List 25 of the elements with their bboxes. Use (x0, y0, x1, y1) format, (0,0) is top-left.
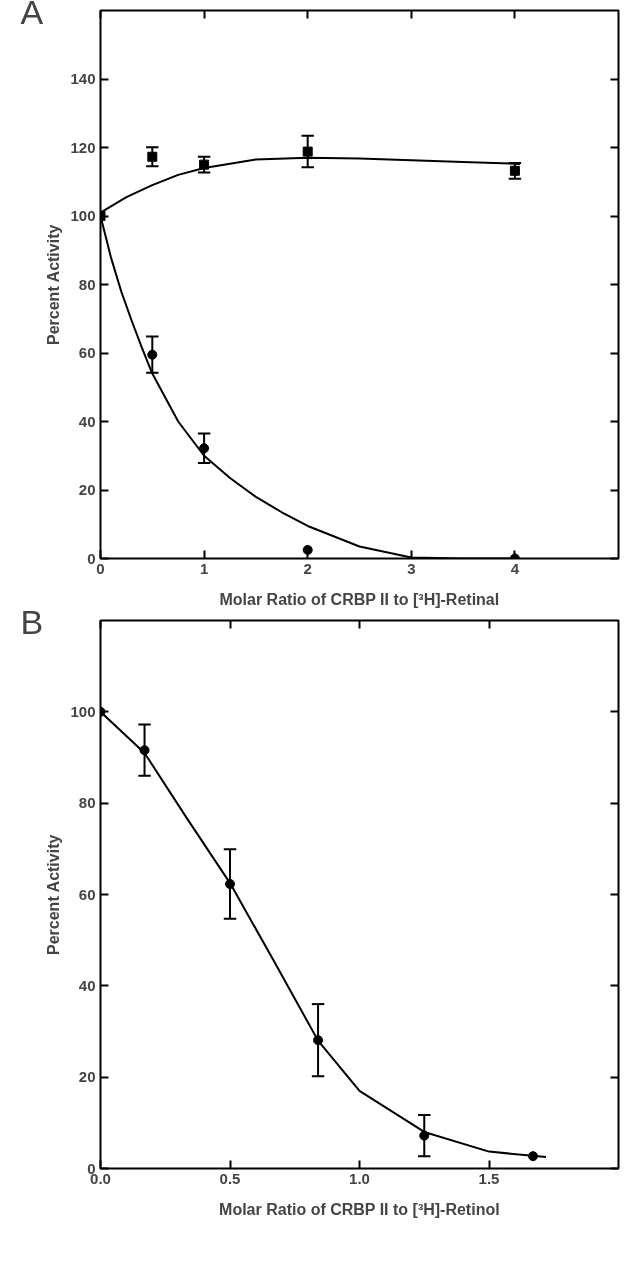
x-axis-title: Molar Ratio of CRBP II to [³H]-Retinal (219, 590, 500, 608)
x-tick-label: 2 (303, 559, 312, 577)
y-tick-label: 20 (78, 481, 96, 498)
y-tick-label: 60 (78, 885, 96, 903)
chart-title: A (20, 0, 44, 31)
y-axis-title: Percent Activity (45, 834, 63, 955)
x-tick-label: 1.5 (478, 1169, 500, 1187)
chart-title: B (20, 602, 44, 641)
y-tick-label: 80 (78, 794, 96, 812)
y-tick-label: 120 (70, 138, 96, 156)
x-tick-label: 4 (510, 559, 520, 577)
x-tick-label: 0.5 (219, 1169, 241, 1187)
y-tick-label: 60 (78, 344, 96, 361)
x-tick-label: 1.0 (349, 1169, 370, 1187)
x-tick-label: 1 (199, 559, 209, 577)
y-axis-title: Percent Activity (45, 224, 63, 345)
y-tick-label: 40 (78, 976, 96, 994)
y-tick-label: 100 (70, 702, 96, 720)
y-tick-label: 140 (70, 70, 96, 87)
x-tick-label: 3 (407, 559, 416, 577)
y-tick-label: 80 (78, 275, 96, 293)
x-axis-title: Molar Ratio of CRBP II to [³H]-Retinol (219, 1200, 500, 1218)
y-tick-label: 40 (78, 412, 96, 430)
y-tick-label: 20 (78, 1068, 96, 1086)
y-tick-label: 100 (70, 207, 96, 224)
